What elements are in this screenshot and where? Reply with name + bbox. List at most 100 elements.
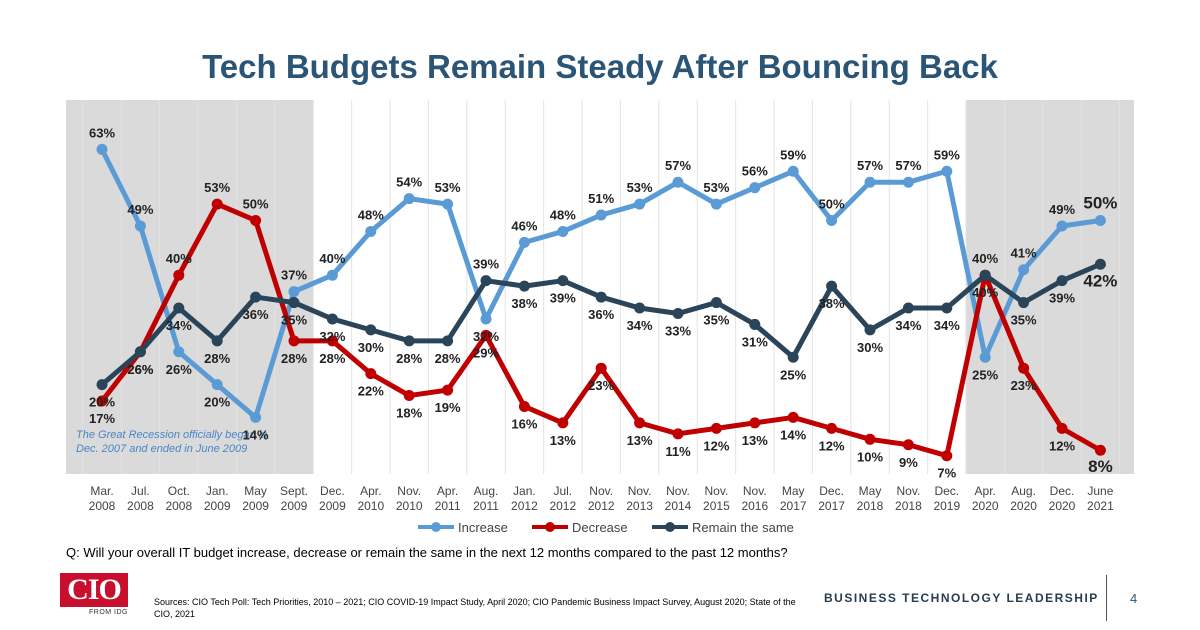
- data-point: [941, 165, 953, 177]
- data-point: [326, 269, 338, 281]
- data-label: 53%: [435, 180, 461, 195]
- data-label: 34%: [166, 318, 192, 333]
- x-tick-line: 2009: [319, 499, 346, 513]
- data-label: 34%: [934, 318, 960, 333]
- x-tick-label: Jan. 2009: [204, 484, 231, 513]
- data-label: 11%: [665, 444, 691, 459]
- x-tick-line: Jan.: [513, 484, 536, 498]
- recession-note-line: The Great Recession officially began in: [76, 429, 267, 441]
- x-tick-label: Nov. 2010: [396, 484, 423, 513]
- x-tick-line: 2017: [780, 499, 807, 513]
- data-point: [864, 433, 876, 445]
- x-tick-line: 2018: [857, 499, 884, 513]
- x-tick-line: Jul.: [553, 484, 572, 498]
- data-label: 50%: [1083, 194, 1117, 213]
- data-label: 28%: [204, 351, 230, 366]
- x-tick-line: 2015: [703, 499, 730, 513]
- x-tick-line: Apr.: [975, 484, 996, 498]
- x-tick-line: 2017: [818, 499, 845, 513]
- x-tick-line: 2010: [357, 499, 384, 513]
- data-label: 29%: [473, 345, 499, 360]
- data-label: 41%: [1011, 246, 1037, 261]
- x-tick-label: Nov. 2014: [665, 484, 692, 513]
- x-tick-line: June: [1087, 484, 1113, 498]
- x-tick-label: Nov. 2016: [741, 484, 768, 513]
- legend-label: Remain the same: [692, 520, 794, 535]
- data-point: [480, 313, 492, 325]
- x-tick-label: Dec. 2019: [933, 484, 960, 513]
- x-tick-label: Apr. 2020: [972, 484, 999, 513]
- x-tick-line: May: [859, 484, 882, 498]
- data-label: 28%: [281, 351, 307, 366]
- data-point: [826, 280, 838, 292]
- data-point: [250, 291, 262, 303]
- data-label: 49%: [127, 202, 153, 217]
- data-point: [557, 417, 569, 429]
- data-label: 23%: [588, 378, 614, 393]
- data-label: 35%: [703, 313, 729, 328]
- x-tick-label: Jul. 2012: [549, 484, 576, 513]
- data-point: [902, 176, 914, 188]
- data-label: 34%: [895, 318, 921, 333]
- data-point: [672, 176, 684, 188]
- x-tick-line: 2008: [89, 499, 116, 513]
- data-label: 50%: [819, 197, 845, 212]
- data-label: 20%: [89, 395, 115, 410]
- x-tick-label: Nov. 2018: [895, 484, 922, 513]
- data-point: [442, 384, 454, 396]
- data-point: [518, 280, 530, 292]
- data-point: [749, 182, 761, 194]
- x-tick-label: Dec. 2017: [818, 484, 845, 513]
- data-point: [634, 198, 646, 210]
- data-point: [96, 395, 108, 407]
- data-label: 30%: [857, 340, 883, 355]
- x-tick-line: Dec.: [1050, 484, 1075, 498]
- tagline: BUSINESS TECHNOLOGY LEADERSHIP: [824, 591, 1099, 605]
- x-tick-line: Jan.: [206, 484, 229, 498]
- data-label: 56%: [742, 164, 768, 179]
- x-tick-line: 2012: [588, 499, 615, 513]
- data-label: 35%: [1011, 313, 1037, 328]
- data-point: [518, 236, 530, 248]
- data-label: 18%: [396, 406, 422, 421]
- data-label: 17%: [89, 411, 115, 426]
- logo-subtext: FROM IDG: [89, 609, 128, 616]
- data-label: 14%: [243, 427, 269, 442]
- data-label: 39%: [473, 257, 499, 272]
- recession-note-text: The Great Recession officially began in D…: [76, 429, 267, 455]
- data-labels: 63%17%20%49%26%26% 26%40%34%20%53%28%14%5…: [89, 125, 1117, 480]
- survey-question: Q: Will your overall IT budget increase,…: [66, 545, 788, 560]
- data-point: [518, 400, 530, 412]
- data-point: [749, 417, 761, 429]
- data-point: [595, 209, 607, 221]
- data-label: 32%: [473, 329, 499, 344]
- data-label: 51%: [588, 191, 614, 206]
- data-label: 59%: [934, 147, 960, 162]
- data-label: 25%: [972, 367, 998, 382]
- data-point: [365, 324, 377, 336]
- data-label: 40%: [972, 285, 998, 300]
- data-label: 37%: [281, 268, 307, 283]
- x-tick-label: May 2009: [242, 484, 269, 513]
- legend-label: Decrease: [572, 520, 628, 535]
- data-point: [826, 215, 838, 226]
- data-point: [826, 422, 838, 434]
- series-points: [96, 143, 1106, 462]
- data-point: [1094, 215, 1106, 226]
- data-point: [1018, 264, 1030, 276]
- x-tick-line: 2019: [933, 499, 960, 513]
- data-point: [595, 291, 607, 303]
- data-point: [403, 390, 415, 402]
- x-tick-label: Nov. 2013: [626, 484, 653, 513]
- data-point: [250, 411, 262, 423]
- data-point: [979, 351, 991, 363]
- x-tick-line: 2014: [665, 499, 692, 513]
- x-tick-line: 2011: [473, 499, 499, 513]
- data-label: 48%: [358, 207, 384, 222]
- data-point: [134, 346, 146, 358]
- logo-mark: CIO: [60, 573, 128, 607]
- data-label: 57%: [665, 158, 691, 173]
- recession-note-line: Dec. 2007 and ended in June 2009: [76, 443, 247, 455]
- data-label: 13%: [550, 433, 576, 448]
